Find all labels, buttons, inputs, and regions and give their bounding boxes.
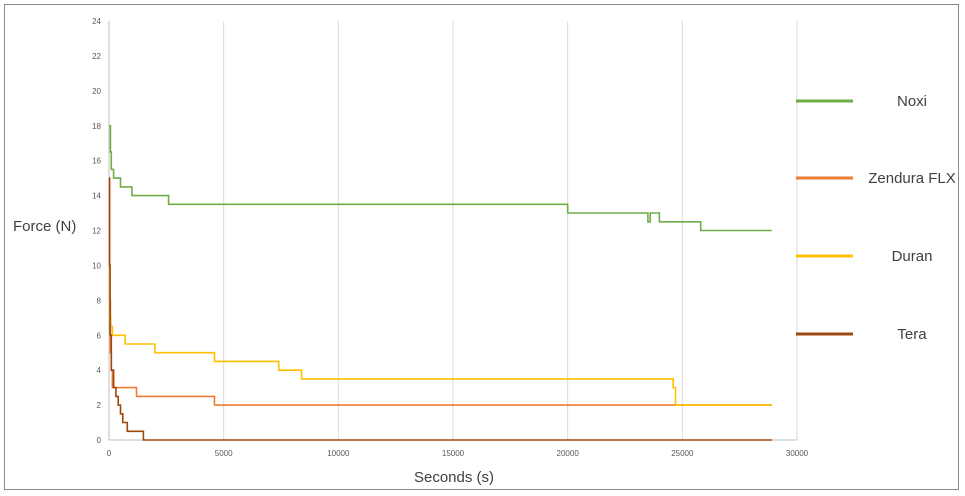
y-tick-label: 0 — [97, 436, 102, 445]
x-tick-label: 20000 — [557, 449, 580, 458]
x-tick-labels: 0 5000 10000 15000 20000 25000 30000 — [107, 449, 809, 458]
chart-frame: 0 5000 10000 15000 20000 25000 30000 0 2 4 6 8 10 12… — [4, 4, 959, 490]
y-tick-label: 12 — [92, 227, 101, 236]
y-tick-label: 10 — [92, 261, 101, 270]
y-tick-label: 18 — [92, 122, 101, 131]
x-tick-label: 15000 — [442, 449, 465, 458]
y-tick-label: 24 — [92, 17, 101, 26]
x-tick-label: 5000 — [215, 449, 233, 458]
series-lines — [108, 125, 772, 441]
y-tick-label: 6 — [97, 331, 102, 340]
legend-label-noxi: Noxi — [897, 93, 927, 110]
y-tick-label: 14 — [92, 192, 101, 201]
series-line-duran — [108, 264, 772, 406]
x-tick-label: 0 — [107, 449, 112, 458]
y-axis-title: Force (N) — [13, 218, 76, 235]
legend-label-duran: Duran — [892, 248, 933, 265]
grid-lines — [223, 21, 798, 440]
y-tick-label: 2 — [97, 401, 102, 410]
y-tick-label: 4 — [97, 366, 102, 375]
series-line-tera — [108, 177, 772, 441]
legend: Noxi Zendura FLX Duran Tera — [796, 93, 956, 343]
x-axis-title: Seconds (s) — [414, 469, 494, 486]
y-tick-label: 22 — [92, 52, 101, 61]
x-tick-label: 25000 — [671, 449, 694, 458]
series-line-noxi — [109, 125, 772, 232]
y-tick-label: 20 — [92, 87, 101, 96]
y-tick-label: 16 — [92, 157, 101, 166]
x-tick-label: 30000 — [786, 449, 809, 458]
y-tick-label: 8 — [97, 296, 102, 305]
x-tick-label: 10000 — [327, 449, 350, 458]
legend-label-zendura-flx: Zendura FLX — [868, 170, 956, 187]
legend-label-tera: Tera — [897, 326, 927, 343]
series-line-zendura-flx — [108, 177, 772, 406]
force-vs-time-chart: 0 5000 10000 15000 20000 25000 30000 024681012… — [13, 17, 956, 486]
